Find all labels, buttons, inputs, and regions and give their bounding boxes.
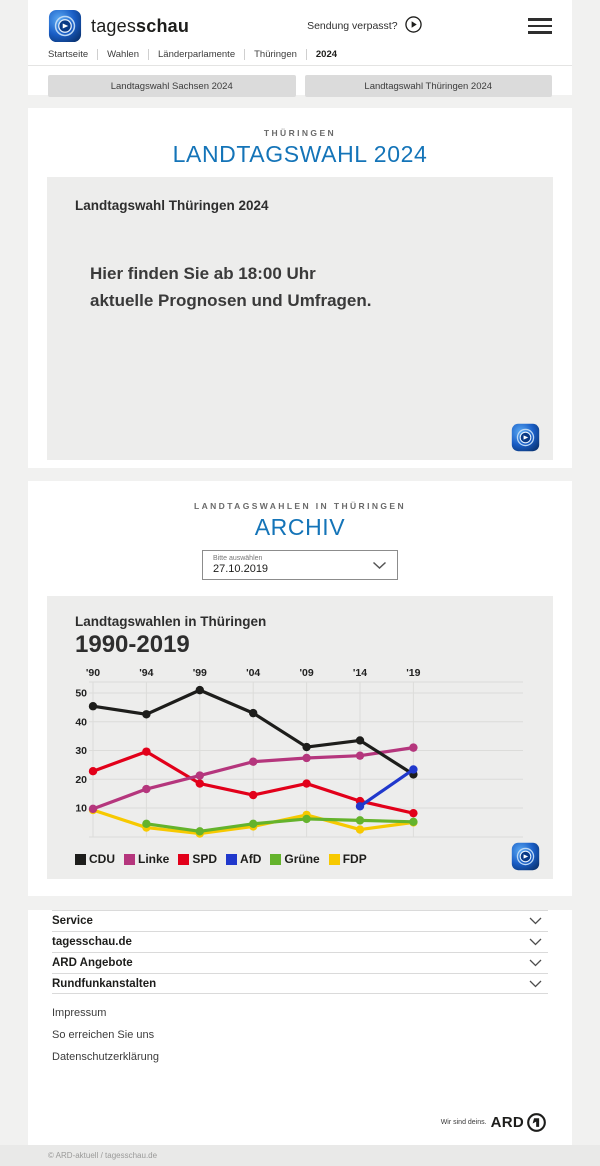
legend-swatch <box>328 853 340 865</box>
breadcrumb-separator <box>305 49 307 60</box>
legend-swatch <box>226 853 238 865</box>
breadcrumb-item-2024[interactable]: 2024 <box>315 49 338 60</box>
election-card-message: Hier finden Sie ab 18:00 Uhr aktuelle Pr… <box>90 264 372 311</box>
copyright-text: © ARD-aktuell / tagesschau.de <box>48 1151 158 1160</box>
legend-item-afd: AfD <box>226 852 261 866</box>
footer-accordion-label: ARD Angebote <box>52 957 133 969</box>
site-header: tagesschau Sendung verpasst? Startseite W… <box>28 0 572 97</box>
breadcrumb: Startseite Wahlen Länderparlamente Thüringe… <box>28 44 572 66</box>
footer-link[interactable]: So erreichen Sie uns <box>52 1029 155 1041</box>
svg-text:'04: '04 <box>246 667 260 679</box>
chart-subtitle: 1990-2019 <box>75 631 190 658</box>
svg-text:50: 50 <box>75 688 87 700</box>
tagesschau-wordmark: tagesschau <box>91 15 190 36</box>
election-eyebrow: THÜRINGEN <box>263 128 337 138</box>
footer-accordion-row[interactable]: tagesschau.de <box>52 931 548 952</box>
play-icon[interactable] <box>404 16 422 36</box>
footer-accordion: Service tagesschau.de ARD Angebote Rundfunk… <box>52 910 548 994</box>
svg-text:'14: '14 <box>353 667 367 679</box>
legend-item-cdu: CDU <box>75 852 115 866</box>
archive-title: ARCHIV <box>254 514 346 540</box>
svg-text:30: 30 <box>75 745 87 757</box>
site-footer: Service tagesschau.de ARD Angebote Rundfunk… <box>28 910 572 1145</box>
footer-link[interactable]: Impressum <box>52 1007 107 1019</box>
select-label: Bitte auswählen <box>213 555 263 562</box>
svg-text:10: 10 <box>75 803 87 815</box>
breadcrumb-separator <box>244 49 246 60</box>
svg-text:40: 40 <box>75 716 87 728</box>
svg-text:'94: '94 <box>139 667 153 679</box>
top-bar: tagesschau Sendung verpasst? <box>28 8 572 44</box>
breadcrumb-item-thüringen[interactable]: Thüringen <box>254 49 297 60</box>
legend-label: Grüne <box>284 852 320 866</box>
legend-item-linke: Linke <box>124 852 169 866</box>
quick-link-button[interactable]: Landtagswahl Thüringen 2024 <box>304 75 552 97</box>
footer-accordion-label: Rundfunkanstalten <box>52 977 157 990</box>
missed-broadcast-label: Sendung verpasst? <box>307 20 398 32</box>
archive-section: LANDTAGSWAHLEN IN THÜRINGEN ARCHIV Bitte… <box>28 481 572 896</box>
chart-title: Landtagswahlen in Thüringen <box>75 614 267 629</box>
breadcrumb-item-wahlen[interactable]: Wahlen <box>107 49 139 60</box>
election-card-heading: Landtagswahl Thüringen 2024 <box>75 198 269 213</box>
tagesschau-logo-icon <box>511 423 540 452</box>
chart-legend: CDU Linke SPD AfD Grüne FDP <box>75 852 367 866</box>
breadcrumb-item-startseite[interactable]: Startseite <box>48 49 89 60</box>
ard-one-icon <box>527 1113 546 1132</box>
svg-text:'99: '99 <box>193 667 207 679</box>
footer-accordion-row[interactable]: ARD Angebote <box>52 952 548 973</box>
archive-chart-card: Landtagswahlen in Thüringen 1990-2019 10… <box>47 596 553 879</box>
missed-broadcast-link[interactable]: Sendung verpasst? <box>307 16 422 36</box>
tagesschau-logo-icon <box>48 9 82 43</box>
select-value: 27.10.2019 <box>213 563 269 575</box>
quick-links: Landtagswahl Sachsen 2024 Landtagswahl Th… <box>28 66 572 97</box>
legend-swatch <box>270 853 282 865</box>
ard-wordmark: ARD <box>490 1114 524 1131</box>
legend-item-spd: SPD <box>178 852 217 866</box>
chevron-down-icon <box>529 938 542 946</box>
footer-accordion-label: tagesschau.de <box>52 936 132 948</box>
footer-accordion-row[interactable]: Rundfunkanstalten <box>52 973 548 994</box>
copyright-bar: © ARD-aktuell / tagesschau.de <box>0 1145 600 1166</box>
archive-date-select[interactable]: Bitte auswählen 27.10.2019 <box>202 550 398 580</box>
chevron-down-icon <box>372 561 387 569</box>
svg-text:'09: '09 <box>300 667 314 679</box>
election-2024-section: THÜRINGEN LANDTAGSWAHL 2024 Landtagswahl… <box>28 108 572 468</box>
legend-label: FDP <box>342 852 367 866</box>
legend-label: AfD <box>240 852 262 866</box>
footer-accordion-row[interactable]: Service <box>52 910 548 931</box>
hamburger-menu-icon[interactable] <box>528 14 552 38</box>
election-title: LANDTAGSWAHL 2024 <box>172 141 428 167</box>
legend-item-fdp: FDP <box>328 852 367 866</box>
breadcrumb-separator <box>148 49 149 60</box>
legend-label: CDU <box>89 852 115 866</box>
svg-text:'19: '19 <box>406 667 420 679</box>
legend-label: SPD <box>192 852 218 866</box>
legend-item-grüne: Grüne <box>270 852 320 866</box>
ard-claim: Wir sind deins. <box>440 1119 487 1126</box>
tagesschau-brand[interactable]: tagesschau <box>48 9 189 43</box>
chevron-down-icon <box>529 917 542 925</box>
svg-text:'90: '90 <box>86 667 100 679</box>
legend-swatch <box>178 853 190 865</box>
breadcrumb-separator <box>97 49 99 60</box>
tagesschau-logo-icon <box>511 842 540 871</box>
breadcrumb-item-länderparlamente[interactable]: Länderparlamente <box>158 49 236 60</box>
archive-eyebrow: LANDTAGSWAHLEN IN THÜRINGEN <box>194 501 406 511</box>
election-card: Landtagswahl Thüringen 2024 Hier finden … <box>47 177 553 460</box>
svg-text:20: 20 <box>75 774 87 786</box>
archive-chart: 10 20 30 40 50 '90 '94 '99 '04 '09 '14 '19 <box>75 667 523 838</box>
chevron-down-icon <box>529 959 542 967</box>
chevron-down-icon <box>529 980 542 987</box>
legend-swatch <box>75 853 86 865</box>
quick-link-button[interactable]: Landtagswahl Sachsen 2024 <box>48 75 296 97</box>
footer-links: Impressum So erreichen Sie uns Datenschutz… <box>52 1007 548 1063</box>
footer-accordion-label: Service <box>52 915 93 927</box>
ard-brand: Wir sind deins. ARD <box>441 1112 547 1133</box>
legend-label: Linke <box>138 852 170 866</box>
footer-link[interactable]: Datenschutzerklärung <box>52 1051 160 1063</box>
legend-swatch <box>124 853 135 865</box>
